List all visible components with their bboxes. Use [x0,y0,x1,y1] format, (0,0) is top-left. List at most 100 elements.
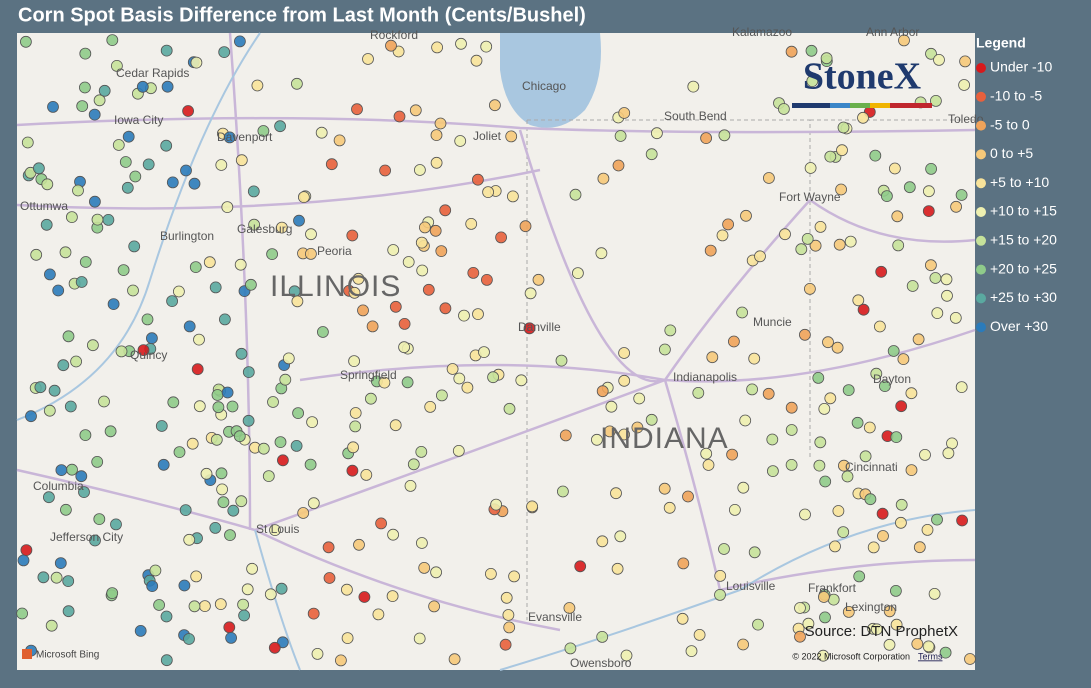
map-marker [595,247,608,260]
map-marker [809,239,822,252]
map-marker [91,213,104,226]
map-marker [841,470,854,483]
map-marker [52,284,65,297]
map-marker [98,395,110,408]
map-marker [47,101,59,113]
map-marker [430,156,443,169]
city-label: Quincy [130,348,167,362]
map-marker [923,185,935,198]
map-marker [752,618,764,631]
map-marker [905,464,918,477]
map-marker [435,245,448,258]
map-marker [217,496,230,509]
terms[interactable]: Terms [918,651,943,661]
city-label: Chicago [522,79,566,93]
map-marker [651,127,663,140]
map-marker [19,35,32,48]
map-marker [79,47,92,60]
map-marker [137,344,150,357]
city-label: Cedar Rapids [116,66,189,80]
legend-title: Legend [976,35,1026,51]
map-marker [453,372,466,385]
map-marker [311,648,324,660]
map-marker [563,602,576,614]
map-marker [658,482,671,495]
map-marker [282,352,295,365]
map-marker [17,554,30,567]
map-marker [424,400,437,413]
map-marker [48,384,61,397]
map-marker [829,540,841,553]
map-marker [799,508,811,521]
map-marker [66,463,78,476]
map-marker [804,282,816,295]
map-marker [351,103,363,116]
map-marker [645,148,658,161]
map-marker [611,562,624,575]
map [16,32,976,671]
map-marker [663,501,676,514]
legend-label: -5 to 0 [990,116,1030,132]
map-marker [62,575,75,587]
map-marker [404,479,417,492]
map-marker [819,475,832,488]
map-marker [178,579,191,592]
map-marker [890,431,903,444]
map-marker [905,387,918,400]
map-marker [389,300,402,313]
map-marker [89,195,101,208]
map-marker [766,433,779,446]
map-marker [275,221,288,234]
state-label: INDIANA [600,422,729,455]
map-marker [340,583,353,596]
map-marker [304,247,317,260]
map-marker [274,120,287,133]
map-marker [857,303,870,316]
map-marker [842,384,855,397]
map-marker [748,352,761,365]
map-marker [59,246,72,259]
map-marker [931,307,944,320]
map-marker [925,259,937,272]
legend-swatch [976,91,986,102]
map-marker [346,464,359,477]
map-marker [227,504,240,517]
map-marker [928,588,941,600]
map-marker [161,80,174,93]
city-label: South Bend [664,109,727,123]
map-marker [193,400,206,413]
map-marker [714,570,727,582]
map-marker [212,401,225,414]
map-marker [190,56,203,69]
map-marker [682,490,694,503]
map-marker [844,235,857,248]
map-marker [700,132,712,145]
map-marker [596,385,609,398]
map-marker [183,633,195,645]
map-marker [526,500,538,513]
map-marker [62,330,75,343]
map-marker [859,450,872,463]
map-marker [25,410,37,423]
map-marker [172,285,185,298]
map-marker [704,244,717,257]
map-marker [200,467,213,480]
map-marker [183,533,196,546]
map-marker [946,437,958,450]
map-marker [906,280,919,292]
map-marker [470,54,483,67]
map-marker [304,458,317,471]
map-marker [360,468,373,481]
map-marker [292,407,305,420]
legend-swatch [976,63,986,73]
map-marker [685,645,698,657]
map-marker [244,278,257,291]
map-marker [55,464,68,477]
map-marker [21,136,34,149]
map-marker [415,445,428,458]
map-marker [416,264,429,277]
map-marker [503,621,516,634]
city-label: Cincinnati [845,460,898,474]
map-marker [939,646,952,659]
